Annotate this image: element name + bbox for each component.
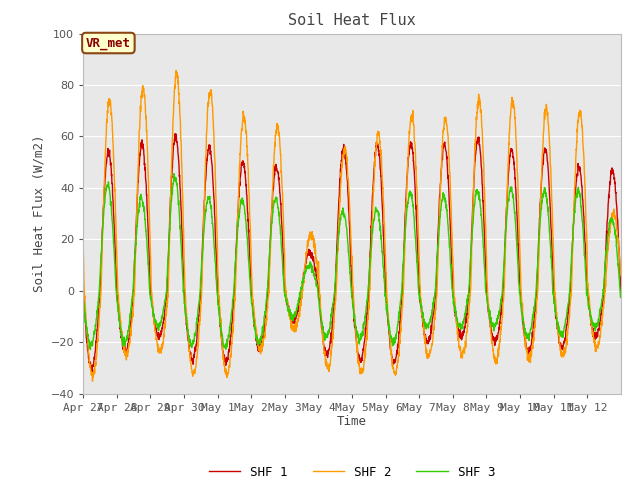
SHF 2 — [515, 190, 522, 195]
SHF 3 — [79, 293, 87, 299]
Line: SHF 3: SHF 3 — [83, 174, 621, 349]
SHF 1 — [610, 171, 618, 177]
SHF 3 — [610, 220, 618, 226]
SHF 2 — [617, 272, 625, 278]
Line: SHF 1: SHF 1 — [83, 134, 621, 372]
SHF 2 — [385, 317, 392, 323]
SHF 1 — [79, 287, 87, 293]
Legend: SHF 1, SHF 2, SHF 3: SHF 1, SHF 2, SHF 3 — [204, 461, 500, 480]
X-axis label: Time: Time — [337, 415, 367, 429]
Text: VR_met: VR_met — [86, 36, 131, 49]
SHF 1 — [88, 369, 95, 375]
SHF 1 — [617, 288, 625, 293]
SHF 3 — [385, 319, 392, 324]
SHF 1 — [515, 242, 522, 248]
SHF 3 — [515, 265, 522, 271]
SHF 2 — [250, 303, 257, 309]
SHF 1 — [250, 313, 257, 319]
SHF 3 — [545, 213, 552, 219]
SHF 2 — [172, 68, 180, 73]
SHF 3 — [133, 224, 141, 229]
SHF 2 — [79, 247, 87, 253]
SHF 3 — [170, 171, 178, 177]
SHF 1 — [171, 131, 179, 137]
SHF 2 — [610, 214, 618, 219]
SHF 2 — [89, 378, 97, 384]
SHF 2 — [133, 196, 141, 202]
SHF 3 — [86, 347, 94, 352]
SHF 2 — [545, 120, 552, 126]
Line: SHF 2: SHF 2 — [83, 71, 621, 381]
SHF 1 — [133, 198, 141, 204]
Title: Soil Heat Flux: Soil Heat Flux — [288, 13, 416, 28]
SHF 3 — [617, 290, 625, 296]
Y-axis label: Soil Heat Flux (W/m2): Soil Heat Flux (W/m2) — [32, 135, 45, 292]
SHF 3 — [250, 315, 257, 321]
SHF 1 — [545, 170, 552, 176]
SHF 1 — [385, 323, 392, 329]
